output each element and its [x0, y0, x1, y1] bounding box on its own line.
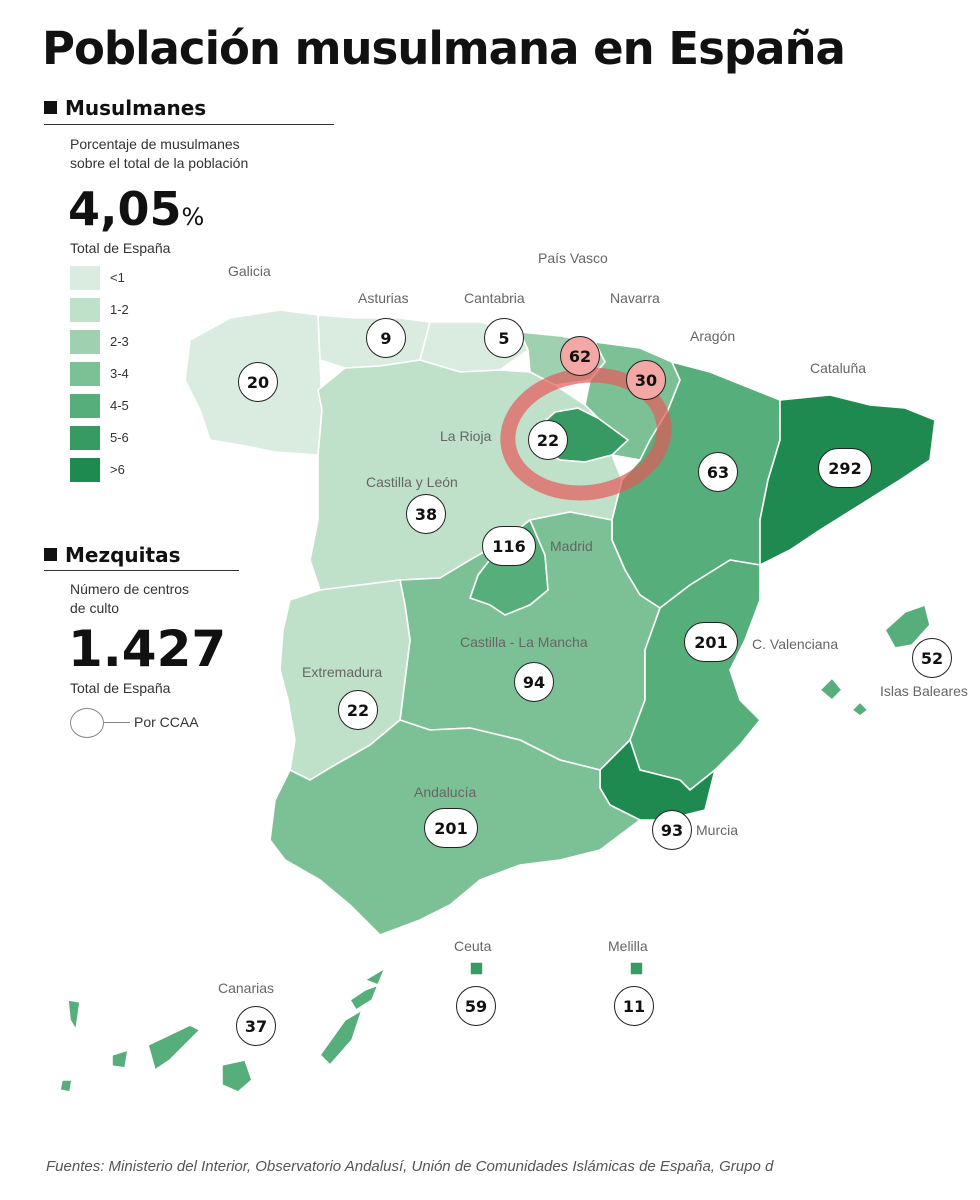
legend-label: 4-5	[110, 398, 129, 413]
region-name-castilla-la-mancha: Castilla - La Mancha	[460, 634, 588, 650]
sources-footer: Fuentes: Ministerio del Interior, Observ…	[46, 1158, 774, 1175]
legend-swatch	[70, 298, 100, 322]
por-ccaa-circle-icon	[70, 708, 104, 738]
legend-swatch	[70, 426, 100, 450]
mosque-count-cantabria: 5	[484, 318, 524, 358]
mosque-count-cataluna: 292	[818, 448, 872, 488]
region-name-navarra: Navarra	[610, 290, 660, 306]
mezquitas-total-value: 1.427	[68, 620, 227, 678]
musulmanes-description: Porcentaje de musulmanes sobre el total …	[70, 135, 248, 173]
region-name-madrid: Madrid	[550, 538, 593, 554]
region-islas-baleares	[819, 604, 931, 717]
legend-item: <1	[70, 266, 180, 290]
square-bullet-icon	[44, 101, 57, 114]
region-name-castilla-y-leon: Castilla y León	[366, 474, 458, 490]
musulmanes-percent-number: 4,05	[68, 182, 182, 236]
region-name-ceuta: Ceuta	[454, 938, 492, 954]
legend-label: >6	[110, 462, 125, 477]
mosque-count-ceuta: 59	[456, 986, 496, 1026]
mezquitas-description: Número de centros de culto	[70, 580, 189, 618]
mezquitas-total-label: Total de España	[70, 680, 171, 696]
region-canarias	[59, 967, 386, 1093]
mezquitas-heading-text: Mezquitas	[65, 543, 181, 567]
page-title: Población musulmana en España	[42, 22, 846, 75]
musulmanes-desc-line1: Porcentaje de musulmanes	[70, 136, 240, 152]
region-name-murcia: Murcia	[696, 822, 739, 838]
legend-item: 4-5	[70, 394, 180, 418]
region-name-cantabria: Cantabria	[464, 290, 525, 306]
divider	[44, 570, 239, 571]
por-ccaa-label: Por CCAA	[134, 714, 199, 730]
mosque-count-andalucia: 201	[424, 808, 478, 848]
divider	[44, 124, 334, 125]
region-name-c-valenciana: C. Valenciana	[752, 636, 839, 652]
mosque-count-castilla-y-leon: 38	[406, 494, 446, 534]
mezquitas-heading: Mezquitas	[44, 543, 180, 567]
region-name-la-rioja: La Rioja	[440, 428, 492, 444]
mosque-count-melilla: 11	[614, 986, 654, 1026]
mosque-count-navarra: 30	[626, 360, 666, 400]
mosque-count-galicia: 20	[238, 362, 278, 402]
musulmanes-total-label: Total de España	[70, 240, 171, 256]
region-melilla	[629, 961, 644, 976]
legend-label: 2-3	[110, 334, 129, 349]
mosque-count-aragon: 63	[698, 452, 738, 492]
region-name-cataluna: Cataluña	[810, 360, 867, 376]
mosque-count-canarias: 37	[236, 1006, 276, 1046]
mezquitas-desc-line1: Número de centros	[70, 581, 190, 597]
musulmanes-heading: Musulmanes	[44, 96, 206, 120]
region-name-asturias: Asturias	[358, 290, 409, 306]
legend-swatch	[70, 266, 100, 290]
region-name-melilla: Melilla	[608, 938, 648, 954]
legend-label: <1	[110, 270, 125, 285]
region-name-andalucia: Andalucía	[414, 784, 477, 800]
legend-label: 3-4	[110, 366, 129, 381]
region-name-extremadura: Extremadura	[302, 664, 383, 680]
legend-swatch	[70, 394, 100, 418]
mosque-count-castilla-la-mancha: 94	[514, 662, 554, 702]
region-name-aragon: Aragón	[690, 328, 736, 344]
mosque-count-islas-baleares: 52	[912, 638, 952, 678]
musulmanes-heading-text: Musulmanes	[65, 96, 207, 120]
legend-swatch	[70, 458, 100, 482]
legend-item: >6	[70, 458, 180, 482]
legend-swatch	[70, 330, 100, 354]
mosque-count-asturias: 9	[366, 318, 406, 358]
mosque-count-la-rioja: 22	[528, 420, 568, 460]
mosque-count-extremadura: 22	[338, 690, 378, 730]
legend-item: 1-2	[70, 298, 180, 322]
region-name-islas-baleares: Islas Baleares	[880, 683, 968, 699]
mezquitas-desc-line2: de culto	[70, 600, 120, 616]
mosque-count-c-valenciana: 201	[684, 622, 738, 662]
musulmanes-total-value: 4,05%	[68, 182, 204, 236]
region-name-pais-vasco: País Vasco	[538, 250, 608, 266]
mosque-count-pais-vasco: 62	[560, 336, 600, 376]
region-name-galicia: Galicia	[228, 263, 271, 279]
mosque-count-madrid: 116	[482, 526, 536, 566]
legend-swatch	[70, 362, 100, 386]
mosque-count-murcia: 93	[652, 810, 692, 850]
percent-sign: %	[181, 203, 205, 231]
legend-label: 5-6	[110, 430, 129, 445]
legend-item: 3-4	[70, 362, 180, 386]
legend-label: 1-2	[110, 302, 129, 317]
legend-item: 5-6	[70, 426, 180, 450]
legend-item: 2-3	[70, 330, 180, 354]
musulmanes-desc-line2: sobre el total de la población	[70, 155, 249, 171]
square-bullet-icon	[44, 548, 57, 561]
region-ceuta	[469, 961, 484, 976]
region-name-canarias: Canarias	[218, 980, 275, 996]
leader-line	[104, 722, 130, 723]
